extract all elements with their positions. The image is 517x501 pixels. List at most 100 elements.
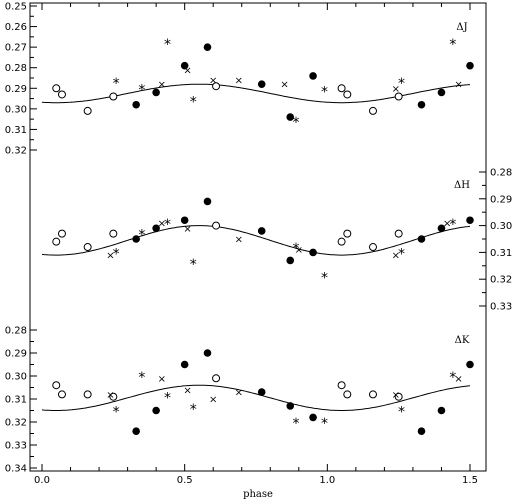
open-point [394,392,403,401]
cross-point: × [209,395,217,406]
filled-point [180,216,189,225]
filled-point [257,80,266,88]
cross-point: × [392,251,400,262]
y-tick-label: 0.31 [5,395,27,406]
star-point: * [190,95,197,111]
y-tick-label: 0.25 [5,2,27,13]
ticks-layer: 0.0 0.5 1.0 1.5 0.25 0.26 0.27 0.28 0.29 0.30 0.31… [5,2,513,487]
filled-point [417,235,426,243]
open-point [57,390,66,399]
filled-point [437,88,446,97]
star-point: * [292,416,299,432]
panel-label: ΔJ [456,22,467,33]
panel-label: ΔK [455,335,470,346]
star-point: * [398,246,405,262]
x-tick-label: 1.5 [462,475,478,486]
open-point [343,90,352,99]
y-tick-label: 0.32 [5,418,27,429]
y-tick-label: 0.32 [490,275,512,286]
y-tick-label: 0.28 [5,326,27,337]
star-point: * [138,82,145,98]
cross-point: × [392,390,400,401]
filled-point [180,360,189,369]
star-point: * [113,246,120,262]
open-point [109,392,118,401]
curves-layer [41,83,471,411]
y-tick-label: 0.30 [5,104,27,115]
y-tick-label: 0.29 [5,84,27,95]
star-point: * [321,84,328,100]
y-tick-label: 0.33 [5,441,27,452]
filled-point [437,406,446,415]
open-point [368,243,377,252]
labels-layer: ΔJ ΔH ΔK [454,22,470,346]
cross-point: × [443,218,451,229]
open-point [343,229,352,238]
star-point: * [449,217,456,233]
open-point [83,390,92,399]
filled-point [132,235,140,243]
star-point: * [449,370,456,386]
filled-point [437,224,446,233]
open-point [52,84,61,93]
y-tick-label: 0.31 [5,125,27,136]
filled-point [132,100,140,109]
y-tick-label: 0.31 [490,248,512,259]
y-tick-label: 0.30 [490,221,512,232]
open-point [109,229,118,238]
cross-point: × [295,245,303,256]
open-point [52,381,61,390]
cross-point: × [235,76,243,87]
open-point [57,229,66,238]
filled-point [466,61,474,70]
open-point [212,221,221,230]
filled-point [152,406,160,415]
cross-point: × [209,76,217,87]
cross-point: × [158,218,166,229]
y-tick-label: 0.26 [5,22,27,33]
y-tick-label: 0.30 [5,372,27,383]
open-point [212,82,221,91]
open-point [394,229,403,238]
star-point: * [164,217,171,233]
filled-point [257,227,266,235]
cross-point: × [454,374,462,385]
star-point: * [398,405,405,421]
cross-point: × [235,235,243,246]
star-point: * [449,37,456,53]
open-point [337,84,346,93]
filled-point [466,360,474,369]
star-point: * [321,271,328,287]
cross-point: × [106,390,114,401]
cross-point: × [158,374,166,385]
y-tick-label: 0.28 [5,63,27,74]
y-tick-label: 0.28 [490,168,512,179]
plot-frame [29,2,487,472]
filled-point [203,43,212,51]
panel-label: ΔH [454,180,470,191]
cross-point: × [158,80,166,91]
open-point [57,90,66,99]
open-point [212,374,221,383]
cross-point: × [183,224,191,235]
filled-point [152,224,160,233]
star-point: * [321,416,328,432]
star-point: * [292,115,299,131]
open-point [337,237,346,246]
star-point: * [190,257,197,273]
filled-point [417,100,426,109]
star-point: * [113,76,120,92]
fit-curve [41,225,471,256]
filled-point [203,197,212,206]
star-point: * [292,241,299,257]
star-point: * [138,370,145,386]
y-tick-label: 0.29 [490,194,512,205]
y-tick-label: 0.27 [5,43,27,54]
x-tick-label: 0.5 [177,475,193,486]
y-tick-label: 0.33 [490,302,512,313]
fit-curve [41,83,471,104]
open-point [52,237,61,246]
open-point [83,106,92,115]
star-point: * [164,391,171,407]
